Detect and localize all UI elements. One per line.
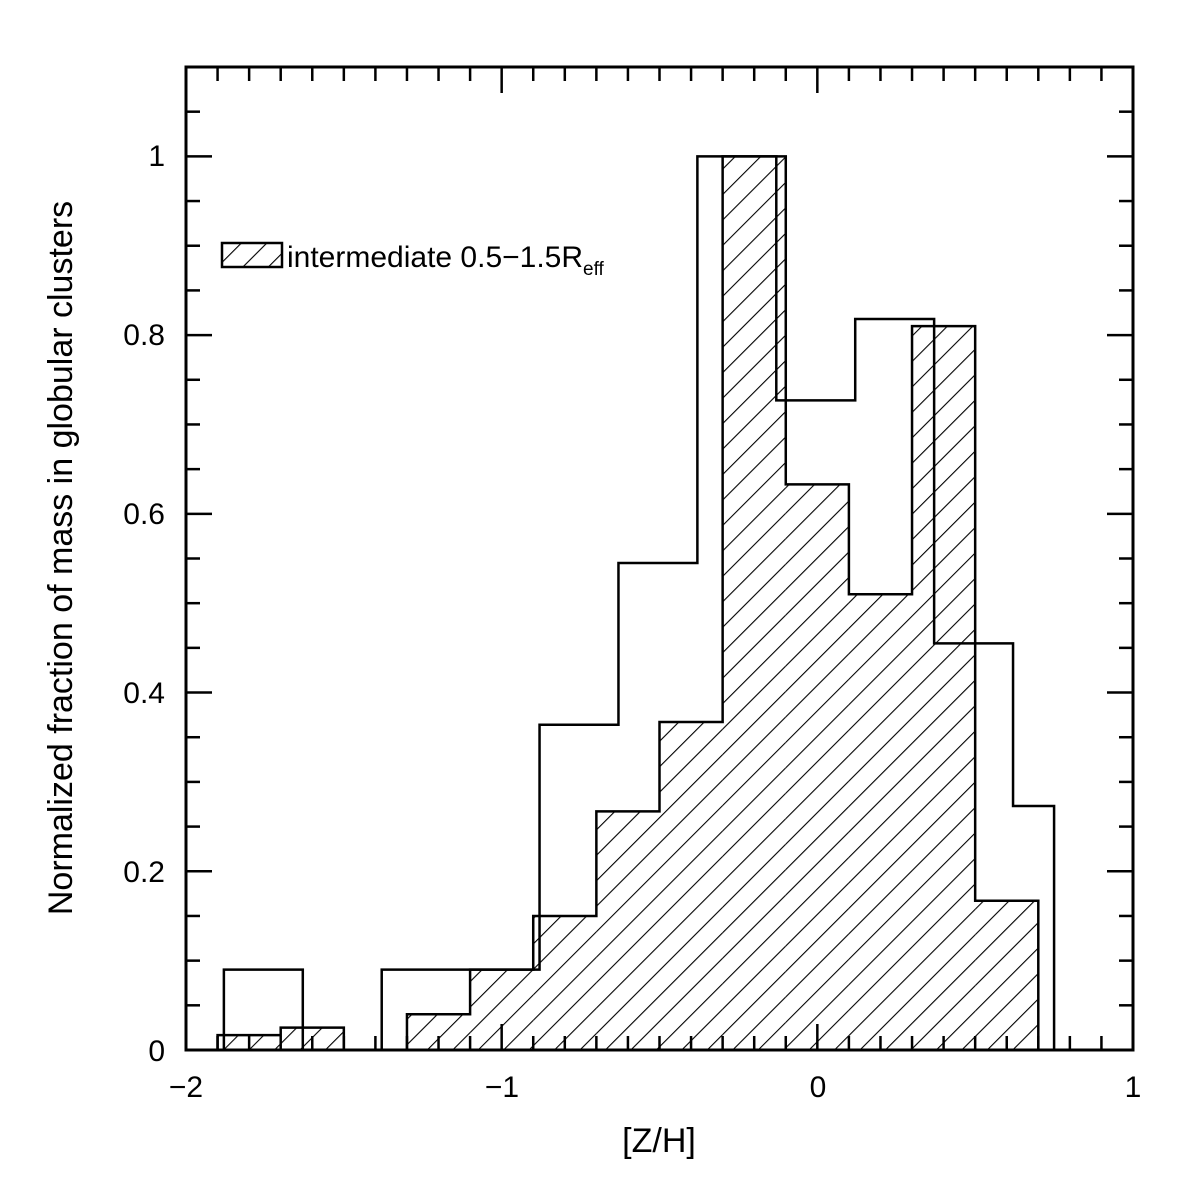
- x-tick-label-1: 1: [1125, 1071, 1142, 1104]
- hatched-bar: [785, 484, 849, 1050]
- x-tick-label-0: 0: [810, 1071, 827, 1104]
- legend-label-main: intermediate 0.5−1.5R: [287, 241, 583, 274]
- hatched-bar: [848, 594, 913, 1050]
- x-tick-label-neg2: −2: [169, 1071, 203, 1104]
- hatched-series-outline: [189, 155, 1040, 1052]
- y-axis-label: Normalized fraction of mass in globular …: [42, 201, 80, 915]
- y-tick-label-1: 1: [148, 140, 165, 173]
- x-axis-label: [Z/H]: [622, 1122, 696, 1160]
- y-tick-label-0.4: 0.4: [123, 677, 165, 710]
- legend-label: intermediate 0.5−1.5Reff: [287, 241, 605, 280]
- hatched-histogram-series: [189, 155, 1040, 1052]
- y-tick-label-0.2: 0.2: [123, 856, 165, 889]
- axis-ticks: [184, 65, 1135, 1052]
- hatched-bar: [312, 1027, 344, 1050]
- legend-label-subscript: eff: [583, 259, 605, 280]
- legend-swatch: [220, 241, 284, 269]
- hatched-bar: [280, 1027, 313, 1050]
- y-tick-label-0.8: 0.8: [123, 319, 165, 352]
- hatched-bar: [912, 326, 976, 1050]
- hatched-bar: [533, 915, 597, 1050]
- hatched-bar: [975, 900, 1039, 1050]
- hatched-bar: [659, 722, 723, 1050]
- hatched-bar: [217, 1035, 250, 1050]
- hatched-bar: [596, 811, 660, 1050]
- x-tick-label-neg1: −1: [485, 1071, 519, 1104]
- y-tick-label-0.6: 0.6: [123, 498, 165, 531]
- hatched-bar: [249, 1035, 281, 1050]
- y-tick-label-0: 0: [148, 1035, 165, 1068]
